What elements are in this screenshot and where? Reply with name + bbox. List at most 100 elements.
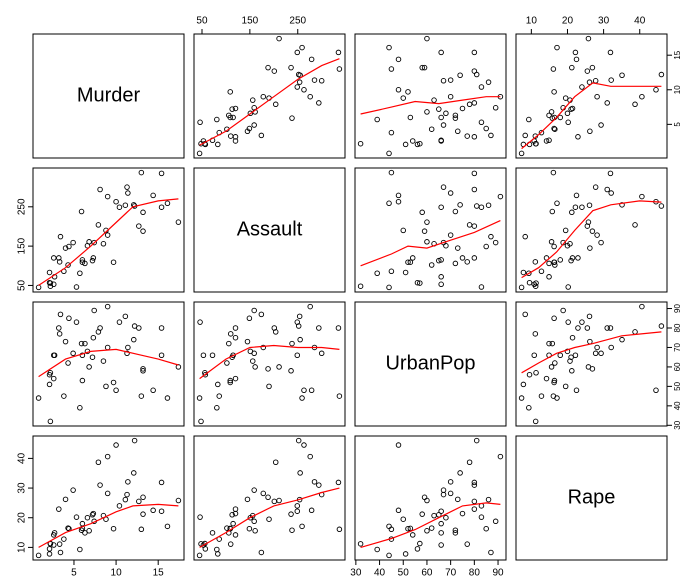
point [336, 393, 343, 399]
point [632, 222, 638, 228]
point [417, 280, 423, 286]
point [232, 506, 239, 512]
variable-label: Murder [77, 84, 141, 106]
variable-label: Rape [568, 486, 616, 508]
panel-frame [515, 33, 668, 159]
point [607, 49, 614, 56]
point [452, 112, 459, 119]
point [592, 184, 599, 190]
smooth-line [38, 198, 179, 286]
point [550, 169, 557, 176]
point [419, 64, 425, 71]
y-tick-label: 250 [17, 198, 28, 215]
point [485, 496, 492, 503]
point [104, 490, 111, 497]
point [150, 507, 156, 514]
point [552, 262, 558, 268]
point [116, 503, 123, 509]
point [51, 375, 57, 382]
x-tick-label: 90 [492, 568, 504, 579]
point [440, 122, 447, 128]
y-tick-label: 10 [673, 85, 682, 94]
point [35, 552, 42, 559]
point [565, 119, 571, 126]
point [51, 542, 57, 548]
point [276, 35, 282, 42]
point [589, 64, 596, 71]
smooth-line [521, 82, 662, 150]
point [158, 325, 165, 331]
point [124, 184, 130, 190]
point [564, 348, 571, 355]
point [395, 442, 402, 448]
panel-frame [32, 167, 185, 293]
smooth-line [38, 348, 179, 378]
point [538, 268, 545, 275]
x-tick-label: 30 [598, 16, 610, 27]
point [82, 340, 88, 347]
x-tick-label: 20 [562, 16, 574, 27]
point [51, 530, 58, 536]
point [409, 138, 416, 144]
point [122, 202, 129, 208]
point [552, 360, 558, 366]
point [56, 331, 63, 337]
point [386, 284, 392, 291]
point [604, 100, 610, 106]
point [294, 503, 301, 509]
point [91, 307, 97, 314]
point [227, 331, 234, 337]
point [560, 307, 566, 314]
point [518, 150, 525, 157]
x-tick-label: 250 [289, 16, 306, 27]
point [249, 358, 256, 364]
point [579, 319, 585, 325]
point [608, 344, 614, 351]
point [457, 202, 463, 208]
point [478, 119, 485, 126]
point [258, 132, 265, 139]
point [488, 549, 494, 556]
x-tick-label: 5 [71, 568, 77, 579]
point [209, 530, 216, 536]
point [97, 186, 103, 193]
point [604, 186, 610, 193]
point [175, 364, 182, 370]
point [299, 523, 305, 530]
point [471, 68, 478, 74]
point [400, 95, 406, 101]
point [455, 128, 461, 135]
point [232, 375, 239, 382]
point [598, 122, 604, 128]
point [294, 508, 301, 514]
point [56, 255, 62, 261]
point [82, 530, 88, 536]
point [158, 170, 165, 177]
point [229, 106, 235, 112]
point [51, 352, 57, 358]
point [483, 525, 489, 532]
point [251, 487, 257, 493]
smooth-line [199, 58, 340, 146]
point [73, 284, 80, 290]
point [550, 66, 557, 72]
point [297, 336, 303, 343]
point [557, 257, 563, 263]
point [587, 338, 593, 345]
point [73, 514, 80, 520]
point [471, 49, 478, 56]
point [89, 257, 96, 264]
point [584, 223, 591, 229]
point [214, 116, 220, 123]
point [485, 79, 492, 85]
point [232, 325, 239, 331]
point [546, 274, 552, 280]
x-tick-label: 60 [421, 568, 433, 579]
panel-frame [354, 167, 507, 293]
point [405, 525, 411, 532]
point [492, 239, 499, 246]
point [438, 281, 444, 288]
point [526, 279, 533, 286]
point [424, 219, 430, 225]
point [215, 141, 221, 148]
